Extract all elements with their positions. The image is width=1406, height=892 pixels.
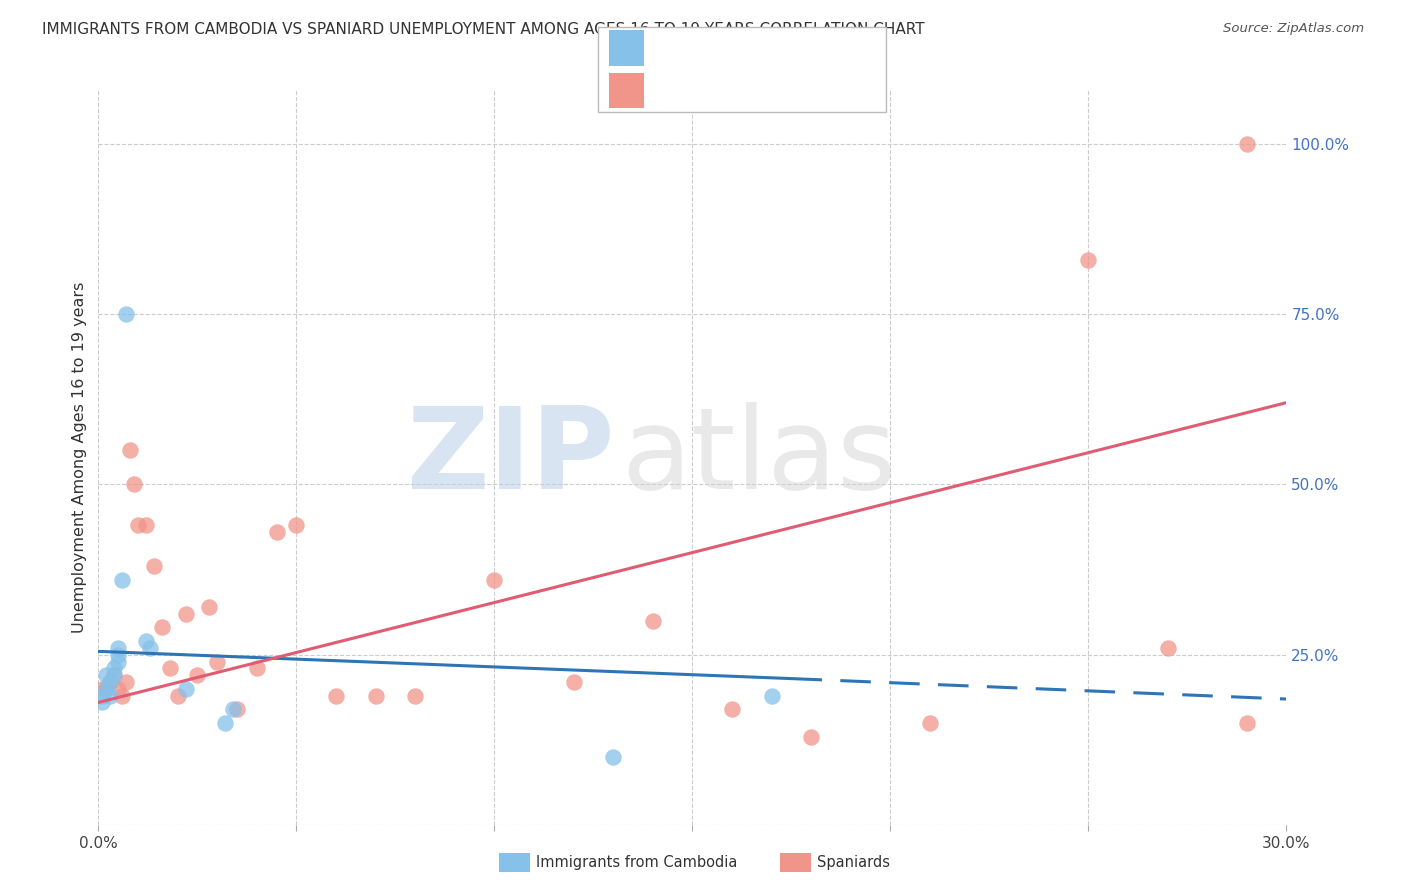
Point xyxy=(364,689,387,703)
Point xyxy=(198,600,221,615)
Point xyxy=(111,689,134,703)
Point xyxy=(266,525,288,540)
Text: Source: ZipAtlas.com: Source: ZipAtlas.com xyxy=(1223,22,1364,36)
Text: 0.366: 0.366 xyxy=(688,83,744,98)
Point xyxy=(205,655,228,669)
Point xyxy=(98,675,121,690)
Point xyxy=(150,620,173,634)
Point xyxy=(226,702,249,716)
Point xyxy=(96,681,118,696)
Point xyxy=(139,640,162,655)
Point xyxy=(1156,640,1178,655)
Point xyxy=(98,675,121,690)
Point xyxy=(107,640,129,655)
Point xyxy=(91,681,114,696)
Point xyxy=(91,689,114,703)
Point xyxy=(222,702,245,716)
Point xyxy=(761,689,783,703)
Point xyxy=(103,661,125,675)
Point xyxy=(127,518,149,533)
Point xyxy=(186,668,208,682)
Point xyxy=(91,696,114,710)
Point xyxy=(107,681,129,696)
Y-axis label: Unemployment Among Ages 16 to 19 years: Unemployment Among Ages 16 to 19 years xyxy=(72,282,87,632)
Text: -0.062: -0.062 xyxy=(688,40,745,55)
Point xyxy=(107,648,129,662)
Point xyxy=(122,477,145,491)
Point xyxy=(96,681,118,696)
Text: Spaniards: Spaniards xyxy=(817,855,890,870)
Point xyxy=(166,689,188,703)
Text: N =: N = xyxy=(755,40,801,55)
Point xyxy=(800,730,823,744)
Point xyxy=(1236,715,1258,730)
Point xyxy=(721,702,744,716)
Point xyxy=(285,518,308,533)
Point xyxy=(562,675,585,690)
Point xyxy=(214,715,236,730)
Point xyxy=(325,689,347,703)
Point xyxy=(1236,136,1258,151)
Point xyxy=(135,634,157,648)
Point xyxy=(484,573,506,587)
Point xyxy=(404,689,426,703)
Point xyxy=(142,559,165,574)
Text: R =: R = xyxy=(648,40,683,55)
Point xyxy=(115,307,138,321)
Point xyxy=(1077,252,1099,267)
Point xyxy=(103,668,125,682)
Point xyxy=(159,661,181,675)
Point xyxy=(98,689,121,703)
Text: Immigrants from Cambodia: Immigrants from Cambodia xyxy=(536,855,737,870)
Text: IMMIGRANTS FROM CAMBODIA VS SPANIARD UNEMPLOYMENT AMONG AGES 16 TO 19 YEARS CORR: IMMIGRANTS FROM CAMBODIA VS SPANIARD UNE… xyxy=(42,22,925,37)
Point xyxy=(135,518,157,533)
Point xyxy=(602,750,624,764)
Point xyxy=(103,668,125,682)
Point xyxy=(115,675,138,690)
Point xyxy=(920,715,942,730)
Point xyxy=(96,668,118,682)
Point xyxy=(174,607,197,621)
Point xyxy=(111,573,134,587)
Text: atlas: atlas xyxy=(621,401,897,513)
Text: 36: 36 xyxy=(797,83,820,98)
Point xyxy=(641,614,664,628)
Text: ZIP: ZIP xyxy=(406,401,616,513)
Text: 17: 17 xyxy=(797,40,820,55)
Text: R =: R = xyxy=(648,83,683,98)
Point xyxy=(246,661,269,675)
Point xyxy=(120,443,142,458)
Point xyxy=(107,655,129,669)
Point xyxy=(174,681,197,696)
Text: N =: N = xyxy=(755,83,801,98)
